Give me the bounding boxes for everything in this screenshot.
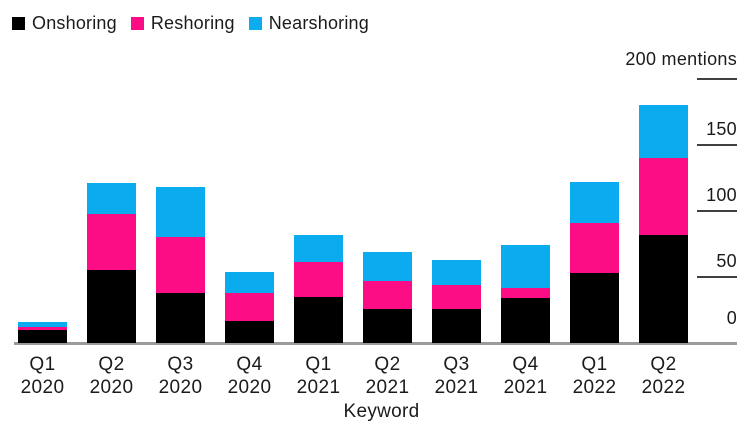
bar-segment-reshoring-q2-2021 bbox=[363, 280, 412, 309]
x-tick-year-q3-2020: 2020 bbox=[158, 377, 203, 398]
bar-segment-onshoring-q4-2021 bbox=[501, 298, 550, 343]
bar-segment-reshoring-q1-2020 bbox=[18, 327, 67, 330]
x-tick-year-q2-2022: 2022 bbox=[641, 377, 686, 398]
reshoring-swatch-icon bbox=[130, 16, 144, 30]
legend-label-onshoring: Onshoring bbox=[32, 13, 117, 33]
bar-segment-reshoring-q1-2022 bbox=[570, 222, 619, 274]
bar-segment-nearshoring-q3-2020 bbox=[156, 187, 205, 238]
y-tick-label-150: 150 bbox=[706, 119, 737, 139]
y-tick-line-100 bbox=[697, 210, 737, 212]
x-tick-quarter-q3-2020: Q3 bbox=[167, 354, 194, 375]
bar-segment-reshoring-q3-2020 bbox=[156, 237, 205, 293]
bar-segment-nearshoring-q2-2022 bbox=[639, 105, 688, 159]
bar-segment-nearshoring-q4-2021 bbox=[501, 245, 550, 288]
x-tick-year-q1-2022: 2022 bbox=[572, 377, 617, 398]
bar-segment-onshoring-q2-2022 bbox=[639, 234, 688, 343]
bar-segment-onshoring-q1-2021 bbox=[294, 296, 343, 343]
y-tick-label-0: 0 bbox=[726, 308, 737, 328]
x-tick-quarter-q1-2020: Q1 bbox=[29, 354, 56, 375]
bar-segment-reshoring-q4-2020 bbox=[225, 292, 274, 321]
x-tick-year-q1-2021: 2021 bbox=[296, 377, 341, 398]
x-tick-year-q4-2021: 2021 bbox=[503, 377, 548, 398]
bar-segment-nearshoring-q1-2020 bbox=[18, 321, 67, 328]
y-tick-label-200: 200 mentions bbox=[625, 49, 737, 69]
x-tick-quarter-q4-2021: Q4 bbox=[512, 354, 539, 375]
y-tick-line-150 bbox=[697, 144, 737, 146]
bar-segment-reshoring-q2-2020 bbox=[87, 213, 136, 271]
x-tick-year-q2-2021: 2021 bbox=[365, 377, 410, 398]
bar-segment-reshoring-q1-2021 bbox=[294, 262, 343, 297]
bar-segment-reshoring-q3-2021 bbox=[432, 284, 481, 309]
bar-segment-onshoring-q2-2020 bbox=[87, 270, 136, 343]
legend-label-reshoring: Reshoring bbox=[150, 13, 235, 33]
nearshoring-swatch-icon bbox=[248, 16, 262, 30]
bar-segment-nearshoring-q4-2020 bbox=[225, 271, 274, 293]
legend-item-reshoring: Reshoring bbox=[130, 13, 235, 33]
x-tick-year-q1-2020: 2020 bbox=[20, 377, 65, 398]
onshoring-swatch-icon bbox=[12, 16, 25, 30]
x-tick-quarter-q3-2021: Q3 bbox=[443, 354, 470, 375]
legend-item-onshoring: Onshoring bbox=[12, 13, 117, 33]
bar-segment-onshoring-q3-2021 bbox=[432, 308, 481, 343]
x-tick-quarter-q4-2020: Q4 bbox=[236, 354, 263, 375]
y-tick-line-50 bbox=[697, 276, 737, 278]
x-tick-year-q4-2020: 2020 bbox=[227, 377, 272, 398]
x-tick-year-q3-2021: 2021 bbox=[434, 377, 479, 398]
x-tick-quarter-q1-2022: Q1 bbox=[581, 354, 608, 375]
legend-label-nearshoring: Nearshoring bbox=[268, 13, 369, 33]
bar-segment-onshoring-q2-2021 bbox=[363, 308, 412, 343]
bar-segment-onshoring-q1-2022 bbox=[570, 273, 619, 343]
bar-segment-nearshoring-q3-2021 bbox=[432, 259, 481, 285]
x-tick-year-q2-2020: 2020 bbox=[89, 377, 134, 398]
y-tick-line-200 bbox=[697, 78, 737, 80]
bar-segment-nearshoring-q2-2020 bbox=[87, 183, 136, 214]
x-tick-quarter-q2-2021: Q2 bbox=[374, 354, 401, 375]
bar-segment-reshoring-q2-2022 bbox=[639, 158, 688, 235]
y-tick-label-50: 50 bbox=[716, 251, 737, 271]
x-axis-line bbox=[14, 342, 737, 345]
chart-legend: Onshoring Reshoring Nearshoring bbox=[12, 13, 369, 33]
legend-item-nearshoring: Nearshoring bbox=[248, 13, 369, 33]
x-tick-quarter-q2-2022: Q2 bbox=[650, 354, 677, 375]
bar-segment-onshoring-q4-2020 bbox=[225, 320, 274, 343]
bar-segment-nearshoring-q1-2022 bbox=[570, 181, 619, 223]
x-tick-quarter-q1-2021: Q1 bbox=[305, 354, 332, 375]
bar-segment-reshoring-q4-2021 bbox=[501, 287, 550, 299]
y-tick-label-100: 100 bbox=[706, 185, 737, 205]
bar-segment-onshoring-q1-2020 bbox=[18, 329, 67, 343]
bar-segment-nearshoring-q1-2021 bbox=[294, 234, 343, 263]
x-axis-title: Keyword bbox=[343, 401, 420, 422]
x-tick-quarter-q2-2020: Q2 bbox=[98, 354, 125, 375]
bar-segment-onshoring-q3-2020 bbox=[156, 292, 205, 343]
bar-segment-nearshoring-q2-2021 bbox=[363, 251, 412, 281]
